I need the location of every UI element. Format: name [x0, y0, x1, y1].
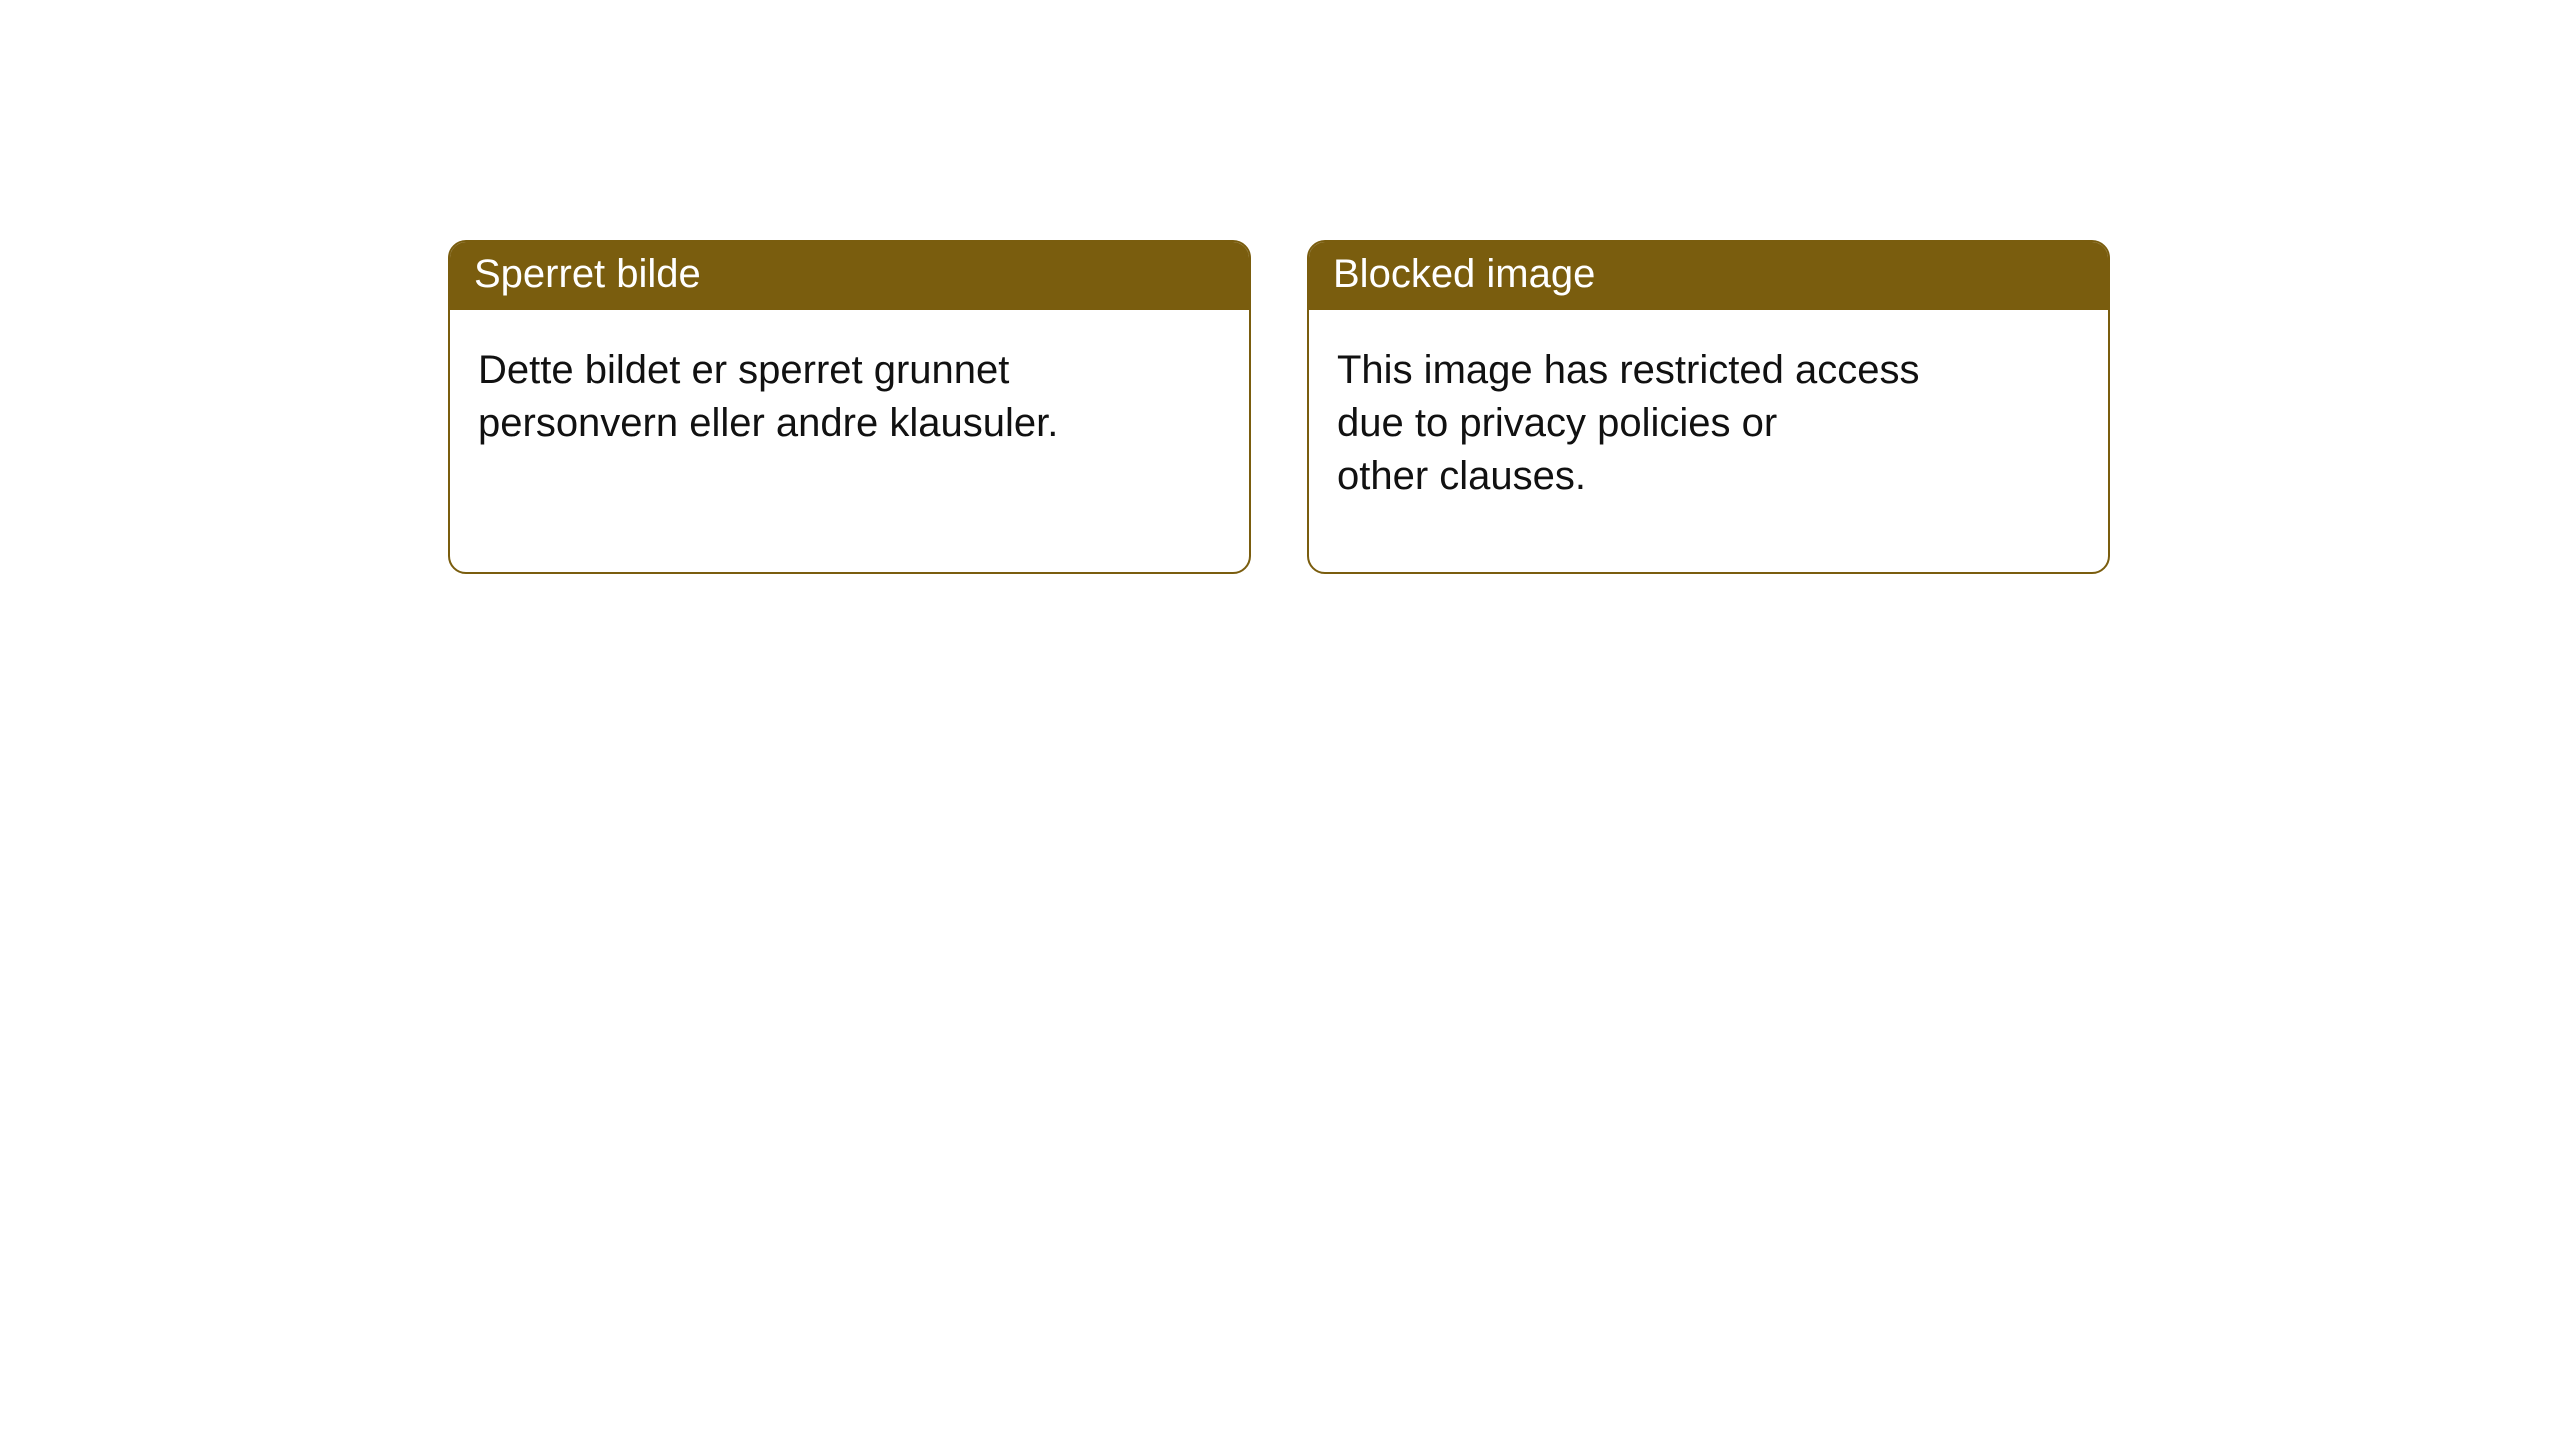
notice-card-english: Blocked image This image has restricted …: [1307, 240, 2110, 574]
notice-title-norwegian: Sperret bilde: [450, 242, 1249, 310]
notice-card-norwegian: Sperret bilde Dette bildet er sperret gr…: [448, 240, 1251, 574]
notice-body-norwegian: Dette bildet er sperret grunnet personve…: [450, 310, 1249, 478]
notice-body-english: This image has restricted access due to …: [1309, 310, 2108, 530]
notice-container: Sperret bilde Dette bildet er sperret gr…: [448, 240, 2110, 574]
notice-title-english: Blocked image: [1309, 242, 2108, 310]
